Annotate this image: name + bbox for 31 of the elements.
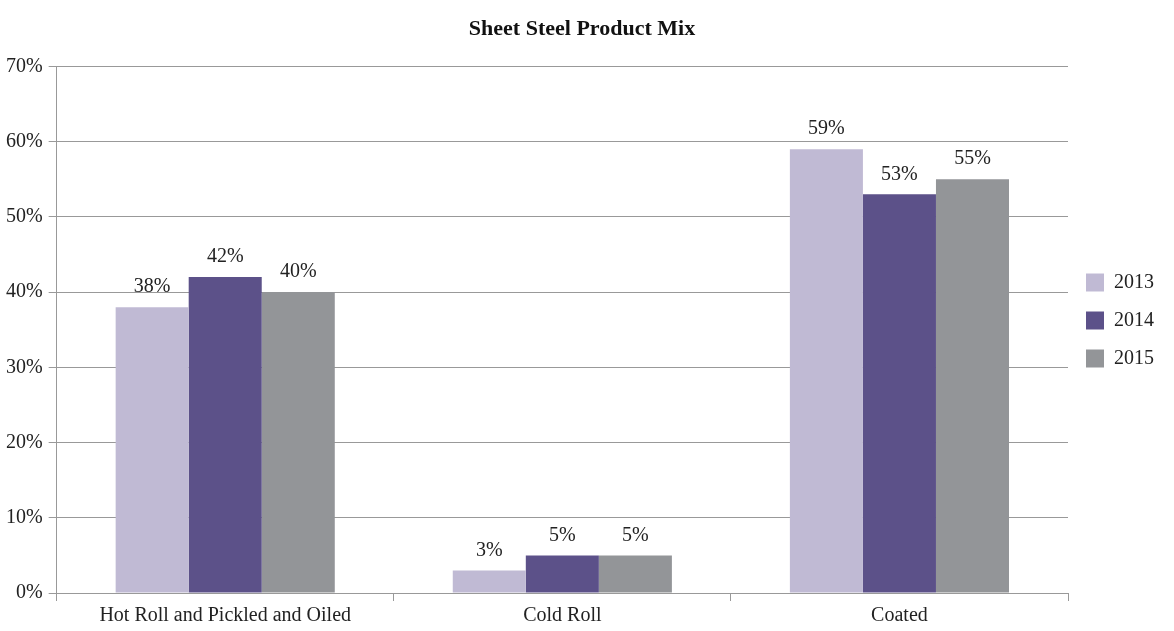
y-tick-label: 10% [5, 505, 43, 528]
chart-title: Sheet Steel Product Mix [468, 14, 696, 40]
legend-label: 2015 [1114, 345, 1154, 368]
y-tick-label: 70% [5, 53, 43, 76]
data-label: 59% [808, 116, 845, 139]
y-tick-label: 60% [5, 128, 43, 151]
bar [525, 555, 599, 593]
y-tick-label: 40% [5, 279, 43, 302]
data-label: 5% [622, 522, 649, 545]
data-label: 55% [954, 146, 991, 169]
bar [188, 277, 262, 593]
x-tick-label: Coated [871, 603, 928, 626]
data-label: 40% [279, 259, 317, 282]
data-label: 3% [475, 537, 503, 560]
y-tick-label: 30% [5, 354, 43, 377]
bar [452, 570, 526, 593]
data-label: 53% [881, 161, 918, 184]
data-label: 5% [548, 522, 576, 545]
data-label: 42% [206, 244, 244, 267]
x-tick-label: Hot Roll and Pickled and Oiled [99, 603, 352, 626]
bar [862, 194, 936, 593]
x-tick-label: Cold Roll [523, 603, 602, 626]
bar [598, 555, 672, 593]
y-tick-label: 0% [15, 580, 43, 603]
bar [115, 307, 189, 593]
legend-label: 2014 [1114, 307, 1154, 330]
bar [789, 149, 863, 593]
y-tick-label: 20% [5, 429, 43, 452]
y-tick-label: 50% [5, 204, 43, 227]
data-label: 38% [133, 274, 171, 297]
legend-label: 2013 [1114, 269, 1154, 292]
